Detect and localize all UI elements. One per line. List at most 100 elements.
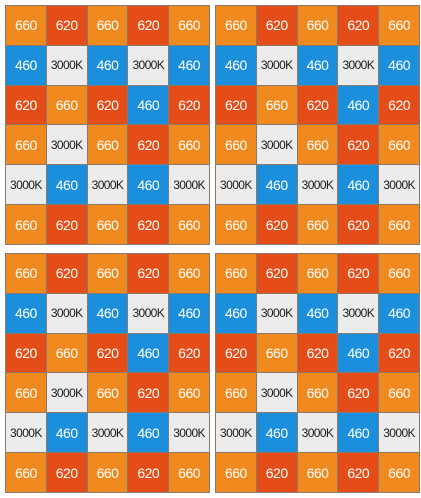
led-cell-660: 660 [169, 205, 209, 244]
led-cell-warm-white: 3000K [6, 165, 46, 205]
led-cell-660: 660 [297, 6, 338, 45]
led-cell-620: 620 [338, 125, 379, 165]
led-cell-660: 660 [379, 254, 419, 293]
led-cell-620: 620 [87, 333, 128, 373]
led-cell-620: 620 [128, 205, 169, 244]
led-cell-warm-white: 3000K [46, 293, 87, 333]
led-cell-warm-white: 3000K [169, 165, 209, 205]
led-cell-660: 660 [169, 254, 209, 293]
led-cell-460: 460 [169, 293, 209, 333]
led-cell-460: 460 [6, 45, 46, 85]
led-cell-warm-white: 3000K [297, 413, 338, 453]
led-cell-620: 620 [379, 333, 419, 373]
led-cell-warm-white: 3000K [87, 165, 128, 205]
led-cell-460: 460 [87, 45, 128, 85]
led-panel-top-right: 660 620 660 620 660 460 3000K 460 3000K 460 620 660… [215, 5, 420, 245]
led-cell-warm-white: 3000K [256, 373, 297, 413]
led-cell-620: 620 [338, 373, 379, 413]
led-cell-620: 620 [338, 254, 379, 293]
led-cell-warm-white: 3000K [297, 165, 338, 205]
led-cell-460: 460 [379, 45, 419, 85]
led-cell-620: 620 [87, 85, 128, 125]
led-cell-warm-white: 3000K [87, 413, 128, 453]
led-cell-460: 460 [216, 293, 256, 333]
led-cell-660: 660 [169, 6, 209, 45]
led-cell-warm-white: 3000K [256, 45, 297, 85]
led-cell-620: 620 [338, 453, 379, 492]
led-cell-460: 460 [338, 333, 379, 373]
led-cell-620: 620 [46, 205, 87, 244]
led-cell-warm-white: 3000K [216, 165, 256, 205]
led-cell-warm-white: 3000K [46, 373, 87, 413]
led-cell-620: 620 [6, 85, 46, 125]
led-cell-460: 460 [216, 45, 256, 85]
led-cell-warm-white: 3000K [256, 125, 297, 165]
led-cell-warm-white: 3000K [256, 293, 297, 333]
led-cell-620: 620 [46, 6, 87, 45]
led-cell-460: 460 [128, 85, 169, 125]
led-cell-660: 660 [216, 254, 256, 293]
led-cell-warm-white: 3000K [338, 293, 379, 333]
led-cell-620: 620 [128, 6, 169, 45]
led-cell-660: 660 [87, 6, 128, 45]
led-cell-warm-white: 3000K [6, 413, 46, 453]
led-cell-620: 620 [338, 205, 379, 244]
led-cell-620: 620 [169, 85, 209, 125]
led-cell-460: 460 [87, 293, 128, 333]
led-cell-warm-white: 3000K [216, 413, 256, 453]
led-cell-660: 660 [87, 125, 128, 165]
led-cell-660: 660 [379, 373, 419, 413]
led-cell-660: 660 [87, 453, 128, 492]
led-cell-660: 660 [6, 453, 46, 492]
led-cell-460: 460 [128, 333, 169, 373]
led-cell-620: 620 [128, 373, 169, 413]
led-cell-460: 460 [46, 165, 87, 205]
led-cell-660: 660 [6, 125, 46, 165]
led-cell-620: 620 [216, 85, 256, 125]
led-cell-460: 460 [297, 45, 338, 85]
led-cell-warm-white: 3000K [379, 165, 419, 205]
led-cell-660: 660 [216, 6, 256, 45]
led-cell-warm-white: 3000K [169, 413, 209, 453]
led-cell-620: 620 [297, 333, 338, 373]
led-cell-620: 620 [256, 205, 297, 244]
led-cell-660: 660 [379, 205, 419, 244]
led-cell-660: 660 [216, 453, 256, 492]
led-cell-460: 460 [338, 85, 379, 125]
led-cell-660: 660 [379, 6, 419, 45]
led-cell-660: 660 [216, 125, 256, 165]
led-cell-660: 660 [379, 125, 419, 165]
led-cell-warm-white: 3000K [128, 293, 169, 333]
led-cell-660: 660 [379, 453, 419, 492]
led-cell-460: 460 [46, 413, 87, 453]
led-cell-620: 620 [256, 453, 297, 492]
led-cell-660: 660 [297, 205, 338, 244]
led-cell-460: 460 [256, 165, 297, 205]
led-cell-660: 660 [297, 254, 338, 293]
led-cell-660: 660 [256, 85, 297, 125]
led-cell-460: 460 [338, 165, 379, 205]
led-cell-460: 460 [379, 293, 419, 333]
led-cell-warm-white: 3000K [46, 125, 87, 165]
led-cell-warm-white: 3000K [46, 45, 87, 85]
led-cell-620: 620 [379, 85, 419, 125]
led-cell-660: 660 [256, 333, 297, 373]
led-cell-620: 620 [128, 453, 169, 492]
led-cell-660: 660 [6, 6, 46, 45]
led-cell-660: 660 [46, 333, 87, 373]
led-cell-620: 620 [169, 333, 209, 373]
led-cell-460: 460 [338, 413, 379, 453]
led-cell-620: 620 [216, 333, 256, 373]
led-cell-660: 660 [169, 125, 209, 165]
led-cell-660: 660 [87, 205, 128, 244]
led-cell-460: 460 [6, 293, 46, 333]
led-panel-bottom-right: 660 620 660 620 660 460 3000K 460 3000K 460 620 660… [215, 253, 420, 493]
led-cell-460: 460 [297, 293, 338, 333]
led-cell-660: 660 [297, 125, 338, 165]
led-cell-660: 660 [169, 453, 209, 492]
led-cell-620: 620 [46, 254, 87, 293]
led-cell-660: 660 [297, 373, 338, 413]
led-cell-460: 460 [128, 413, 169, 453]
led-panel-top-left: 660 620 660 620 660 460 3000K 460 3000K 460 620 660… [5, 5, 210, 245]
led-cell-620: 620 [256, 6, 297, 45]
